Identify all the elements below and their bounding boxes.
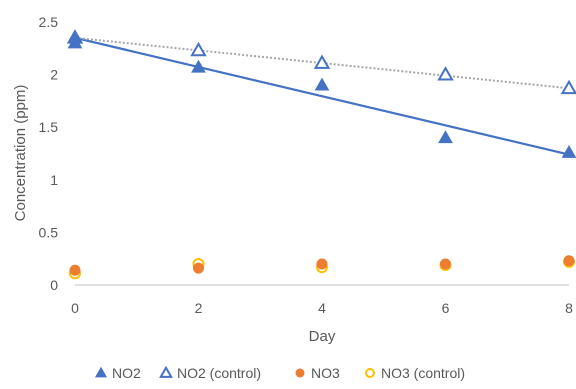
legend-marker [365, 368, 375, 378]
y-axis-title: Concentration (ppm) [12, 85, 29, 222]
y-tick-labels: 0 0.5 1 1.5 2 2.5 [39, 14, 59, 293]
legend: NO2 NO2 (control) NO3 NO3 (control) [94, 365, 465, 381]
legend-label: NO3 [311, 365, 340, 381]
y-tick-label: 2 [50, 67, 58, 83]
legend-marker [94, 366, 108, 378]
legend-label: NO2 (control) [177, 365, 261, 381]
data-markers [66, 29, 576, 280]
data-point [67, 30, 83, 44]
legend-label: NO3 (control) [381, 365, 465, 381]
x-axis-title: Day [309, 328, 336, 345]
y-tick-label: 0.5 [39, 224, 59, 240]
y-tick-label: 1.5 [39, 119, 59, 135]
x-tick-label: 4 [318, 300, 326, 316]
x-tick-label: 8 [565, 300, 573, 316]
x-tick-label: 6 [442, 300, 450, 316]
legend-marker [295, 368, 305, 378]
x-tick-labels: 0 2 4 6 8 [71, 300, 573, 316]
data-point [437, 66, 454, 81]
data-point [191, 59, 206, 73]
data-point [69, 264, 81, 276]
y-tick-label: 0 [50, 277, 58, 293]
data-point [560, 79, 576, 95]
data-point [561, 144, 576, 158]
data-point [563, 255, 575, 267]
x-tick-label: 2 [195, 300, 203, 316]
data-point [190, 41, 207, 57]
data-point [314, 77, 330, 91]
data-point [313, 54, 331, 69]
trendline [74, 36, 570, 156]
x-tick-label: 0 [71, 300, 79, 316]
y-tick-label: 2.5 [39, 14, 59, 30]
data-point [316, 258, 328, 270]
legend-marker [159, 365, 173, 378]
legend-label: NO2 [112, 365, 141, 381]
data-point [440, 258, 451, 270]
data-point [193, 262, 204, 274]
data-point [438, 130, 453, 144]
y-tick-label: 1 [50, 172, 58, 188]
